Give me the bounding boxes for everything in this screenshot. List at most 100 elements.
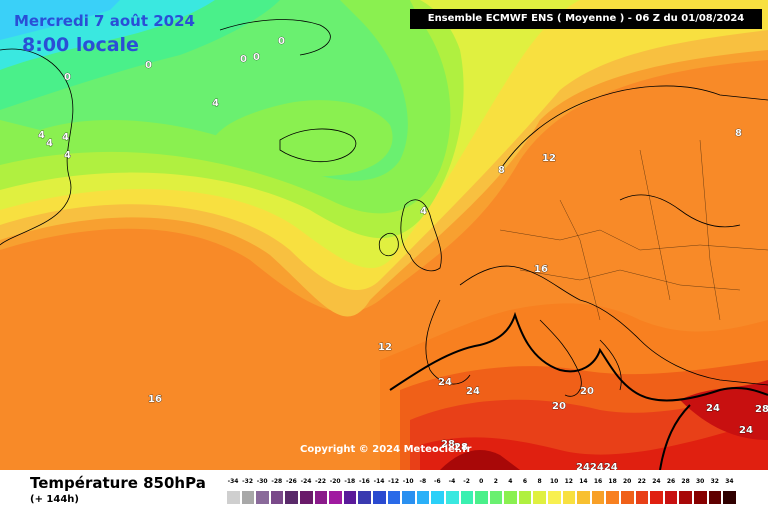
border-line-5 xyxy=(699,139,721,321)
scale-label: -22 xyxy=(315,478,327,485)
border-line-1 xyxy=(499,229,768,251)
isotherm-label: 8 xyxy=(735,128,742,139)
scale-label: 2 xyxy=(493,478,498,485)
britain-coast xyxy=(400,199,442,272)
scale-label: -10 xyxy=(402,478,414,485)
scale-swatch xyxy=(240,490,256,505)
border-line-2 xyxy=(519,269,741,291)
isotherm-labels: 0 0 0 0 0 4 4 4 4 4 4 8 8 12 12 16 16 20… xyxy=(38,36,768,470)
scale-label: -2 xyxy=(463,478,470,485)
isotherm-label: 4 xyxy=(212,98,219,109)
iceland-coast xyxy=(279,128,357,163)
isotherm-label: 4 xyxy=(46,138,53,149)
scale-label: 4 xyxy=(508,478,513,485)
band-minus4 xyxy=(0,0,120,40)
scandinavia-coast xyxy=(499,85,768,171)
scale-swatch xyxy=(313,490,329,505)
scale-label: 30 xyxy=(696,478,705,485)
model-run-banner: Ensemble ECMWF ENS ( Moyenne ) - 06 Z du… xyxy=(410,9,762,29)
copyright-notice: Copyright © 2024 Meteociel.fr xyxy=(300,444,472,455)
isotherm-label: 4 xyxy=(38,130,45,141)
scale-label: 10 xyxy=(550,478,559,485)
scale-swatch xyxy=(517,490,533,505)
scale-label: 34 xyxy=(725,478,734,485)
scale-label: 18 xyxy=(608,478,617,485)
band-28 xyxy=(440,450,520,470)
scale-swatch xyxy=(649,490,664,505)
isotherm-label: 0 xyxy=(240,54,247,65)
scale-label: -16 xyxy=(358,478,370,485)
baltic-coast xyxy=(619,194,741,228)
scale-swatch xyxy=(576,490,591,505)
scale-swatches xyxy=(226,490,737,505)
isotherm-label: 24 xyxy=(739,425,753,436)
isotherm-label: 24 xyxy=(466,386,480,397)
scale-swatch xyxy=(226,490,241,505)
scale-label: -26 xyxy=(285,478,297,485)
map-canvas: 0 0 0 0 0 4 4 4 4 4 4 8 8 12 12 16 16 20… xyxy=(0,0,768,470)
scale-label: -12 xyxy=(388,478,400,485)
isotherm-label: 28 xyxy=(755,404,768,415)
iberia-coast xyxy=(425,299,471,385)
scale-label: 24 xyxy=(652,478,661,485)
scale-swatch xyxy=(444,490,460,505)
scale-label: 20 xyxy=(623,478,632,485)
scale-label: 0 xyxy=(479,478,484,485)
scale-label: -6 xyxy=(434,478,441,485)
isotherm-label: 16 xyxy=(534,264,548,275)
scale-swatch xyxy=(386,490,402,505)
isotherm-label: 24 xyxy=(438,377,452,388)
scale-swatch xyxy=(561,490,577,505)
scale-label: 6 xyxy=(522,478,528,485)
isotherm-label: 0 xyxy=(145,60,152,71)
isotherm-label: 242424 xyxy=(576,462,618,470)
isotherm-label: 0 xyxy=(64,72,71,83)
greenland-coast xyxy=(0,48,74,246)
continent-coast xyxy=(459,265,768,386)
isotherm-label: 8 xyxy=(498,165,505,176)
band-4-6-pocket xyxy=(210,100,393,177)
scale-label: -32 xyxy=(242,478,254,485)
isotherm-label: 28 xyxy=(454,442,468,453)
scale-label: -18 xyxy=(344,478,356,485)
scale-swatch xyxy=(298,490,314,505)
scale-swatch xyxy=(634,490,650,505)
svalbard-coast xyxy=(219,19,331,56)
isotherm-label: 16 xyxy=(148,394,162,405)
scale-swatch xyxy=(284,490,299,505)
scale-swatch xyxy=(693,490,708,505)
scale-swatch xyxy=(707,490,723,505)
temperature-map: 0 0 0 0 0 4 4 4 4 4 4 8 8 12 12 16 16 20… xyxy=(0,0,768,470)
scale-label: 28 xyxy=(681,478,690,485)
variable-title: Température 850hPa xyxy=(30,474,206,492)
scale-label: -30 xyxy=(256,478,268,485)
isotherm-label: 0 xyxy=(278,36,285,47)
isotherm-label: 20 xyxy=(580,386,594,397)
isotherm-label: 4 xyxy=(420,206,427,217)
scale-label: 32 xyxy=(710,478,719,485)
scale-label: 14 xyxy=(579,478,588,485)
border-line-3 xyxy=(559,199,601,321)
scale-swatch xyxy=(371,490,387,505)
scale-label: -34 xyxy=(227,478,239,485)
scale-swatch xyxy=(415,490,431,505)
scale-swatch xyxy=(678,490,693,505)
ireland-coast xyxy=(378,232,399,257)
scale-swatch xyxy=(342,490,358,505)
scale-swatch xyxy=(620,490,635,505)
scale-swatch xyxy=(255,490,270,505)
scale-label: -14 xyxy=(373,478,385,485)
band-24-26 xyxy=(420,420,768,470)
scale-label: 22 xyxy=(637,478,646,485)
scale-swatch xyxy=(532,490,548,505)
isotherm-label: 4 xyxy=(62,132,69,143)
borders xyxy=(499,139,768,321)
isotherm-label: 28 xyxy=(441,439,455,450)
scale-swatch xyxy=(605,490,621,505)
scale-label: -20 xyxy=(329,478,341,485)
isotherm-20-east-line xyxy=(659,404,691,470)
scale-label: -4 xyxy=(448,478,456,485)
isotherm-label: 4 xyxy=(64,150,71,161)
scale-label: -28 xyxy=(271,478,283,485)
scale-swatch xyxy=(503,490,518,505)
